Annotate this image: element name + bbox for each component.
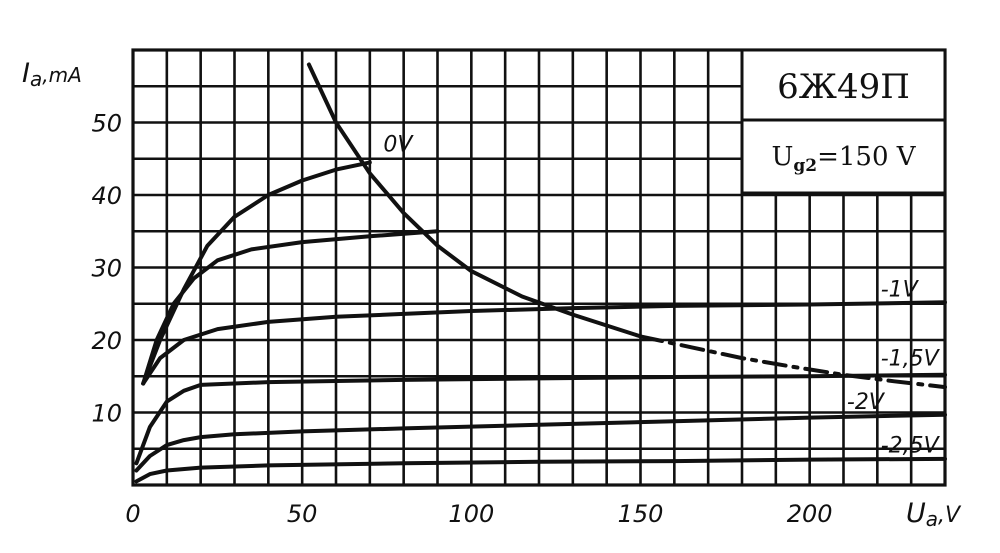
tick-labels: 0 50 100 150 200 10 20 30 40 50 (91, 110, 832, 529)
curve-label: -2,5V (881, 433, 941, 458)
series-line-3 (141, 300, 947, 386)
x-tick-label: 50 (287, 500, 318, 528)
y-axis-label-sub: a (30, 67, 42, 91)
y-tick-label: 10 (91, 400, 122, 428)
series-line-5 (134, 412, 947, 473)
y-axis-label-unit: ,mA (42, 63, 82, 87)
chart-title: 6Ж49П (777, 67, 910, 107)
parameter-label: Ug2=150 V (771, 142, 916, 176)
x-axis-label-sub: a (926, 507, 938, 531)
power-limit-line-dashed (638, 334, 947, 390)
x-axis-label-main: U (906, 498, 926, 529)
series-line-6 (134, 456, 947, 484)
parameter-prefix: U (771, 142, 793, 172)
x-tick-label: 200 (787, 500, 833, 528)
y-axis-label-main: I (22, 58, 30, 89)
y-tick-label: 30 (91, 255, 122, 283)
y-tick-label: 40 (91, 182, 122, 210)
curves (134, 62, 947, 484)
power-limit-line (306, 62, 643, 339)
x-tick-label: 0 (125, 500, 140, 528)
curve-label: 0V (383, 133, 414, 158)
x-axis-label: Ua,V (906, 498, 962, 531)
series-line-4 (134, 372, 947, 466)
curve-label: -1,5V (881, 346, 941, 371)
y-tick-label: 50 (91, 110, 122, 138)
series-line-1 (141, 160, 372, 386)
x-tick-label: 150 (618, 500, 664, 528)
y-tick-label: 20 (91, 327, 122, 355)
plot-frame (131, 48, 947, 487)
curve-labels: 0V -1V -1,5V -2V -2,5V (383, 133, 940, 459)
series-line-2 (141, 229, 440, 386)
x-axis-label-unit: ,V (938, 503, 962, 528)
x-tick-label: 100 (448, 500, 494, 528)
parameter-value: =150 V (817, 142, 917, 172)
legend-box: 6Ж49П Ug2=150 V (740, 48, 947, 195)
curve-label: -1V (881, 278, 920, 303)
curve-label: -2V (847, 390, 886, 415)
parameter-subscript: g2 (793, 156, 817, 176)
y-axis-label: Ia,mA (22, 58, 82, 91)
